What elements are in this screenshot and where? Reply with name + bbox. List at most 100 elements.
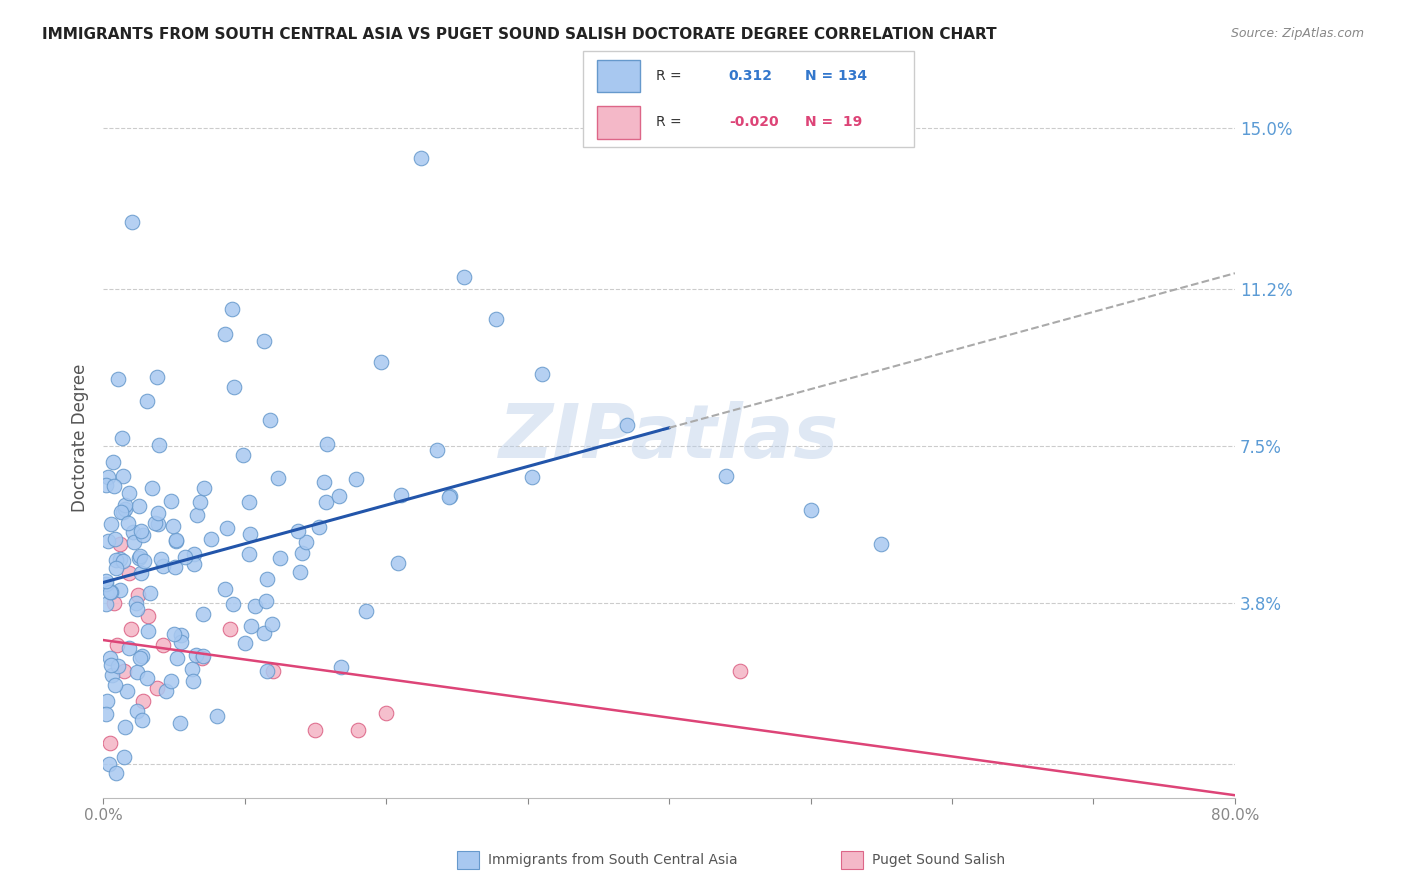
Point [232,448,254,462]
Point [253,334,276,349]
Point [94,477,117,491]
Point [108,552,131,566]
Point [115,683,138,698]
Point [207,708,229,723]
Point [110,505,132,519]
Text: Immigrants from South Central Asia: Immigrants from South Central Asia [488,853,738,867]
Point [188,495,211,509]
Point [411,151,433,165]
Point [799,503,821,517]
Point [152,559,174,574]
Point [121,215,143,229]
Point [135,394,157,409]
Point [354,604,377,618]
Point [104,560,127,574]
Point [103,596,125,610]
Point [165,533,187,548]
Point [127,665,149,680]
Point [105,639,128,653]
Point [101,668,124,682]
Point [118,641,141,656]
Point [125,596,148,610]
Point [112,554,135,568]
Point [200,532,222,546]
Point [238,494,260,508]
Point [96,694,118,708]
Point [111,469,134,483]
Point [132,554,155,568]
Point [100,585,122,599]
Point [105,552,128,566]
Point [107,372,129,386]
Point [96,706,118,721]
Point [94,574,117,589]
Point [165,533,187,547]
Point [183,547,205,561]
Point [256,665,278,679]
Point [245,599,267,613]
Point [100,657,122,672]
Point [138,586,160,600]
Point [269,550,291,565]
Point [121,525,143,540]
Point [166,650,188,665]
Text: N =  19: N = 19 [804,115,862,129]
Point [193,648,215,663]
Point [148,516,170,531]
Text: Source: ZipAtlas.com: Source: ZipAtlas.com [1230,27,1364,40]
Point [219,622,242,636]
Text: Puget Sound Salish: Puget Sound Salish [872,853,1005,867]
Point [370,355,392,369]
Point [728,664,751,678]
Point [328,489,350,503]
Point [304,723,326,738]
Point [136,624,159,638]
Point [152,639,174,653]
Point [114,720,136,734]
Point [291,546,314,560]
Point [100,516,122,531]
Point [184,648,207,663]
Point [97,470,120,484]
Point [108,537,131,551]
Point [426,443,449,458]
Point [97,534,120,549]
Point [183,673,205,688]
Point [530,367,553,381]
Point [288,565,311,579]
Point [453,269,475,284]
Point [312,475,335,490]
Point [138,608,160,623]
Point [148,438,170,452]
Point [252,626,274,640]
Point [260,616,283,631]
Point [145,369,167,384]
Text: -0.020: -0.020 [728,115,779,129]
Point [308,520,330,534]
Point [141,481,163,495]
Point [98,584,121,599]
Point [215,521,238,535]
Point [191,651,214,665]
Point [129,651,152,665]
Point [132,528,155,542]
Point [238,548,260,562]
Text: IMMIGRANTS FROM SOUTH CENTRAL ASIA VS PUGET SOUND SALISH DOCTORATE DEGREE CORREL: IMMIGRANTS FROM SOUTH CENTRAL ASIA VS PU… [42,27,997,42]
Point [114,498,136,512]
Point [186,508,208,522]
Text: R =: R = [657,69,682,83]
Point [107,659,129,673]
Point [169,715,191,730]
Point [181,662,204,676]
Point [108,582,131,597]
Point [136,671,159,685]
Y-axis label: Doctorate Degree: Doctorate Degree [72,364,89,512]
Point [98,736,121,750]
Point [295,535,318,549]
Point [616,417,638,432]
Point [222,380,245,394]
Point [112,749,135,764]
Point [375,706,398,721]
Point [254,594,277,608]
Point [94,577,117,591]
